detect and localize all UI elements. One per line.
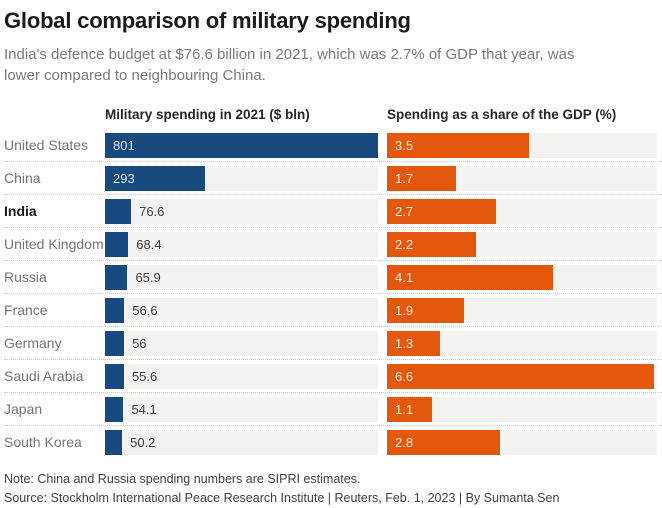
gdp-bar-track: 2.2 bbox=[387, 231, 657, 257]
gdp-bar: 1.3 bbox=[387, 330, 440, 356]
country-label: Germany bbox=[4, 335, 62, 352]
country-label: Russia bbox=[4, 269, 47, 286]
gdp-bar-track: 2.7 bbox=[387, 198, 657, 224]
page-title: Global comparison of military spending bbox=[4, 8, 411, 33]
spending-bar bbox=[105, 297, 125, 323]
spending-bar bbox=[105, 330, 125, 356]
column-headers: Military spending in 2021 ($ bln) Spendi… bbox=[4, 107, 662, 129]
country-label: France bbox=[4, 302, 48, 319]
table-row: United States 801 3.5 bbox=[4, 129, 662, 163]
column-header-gdp-share: Spending as a share of the GDP (%) bbox=[387, 107, 617, 123]
gdp-bar-track: 1.7 bbox=[387, 165, 657, 191]
country-label: United States bbox=[4, 137, 89, 154]
value-label: 801 bbox=[113, 137, 135, 153]
gdp-bar: 2.2 bbox=[387, 231, 477, 257]
country-label: United Kingdom bbox=[4, 236, 104, 253]
spending-bar bbox=[105, 429, 123, 455]
value-label: 2.7 bbox=[395, 203, 414, 219]
value-label: 76.6 bbox=[139, 203, 165, 219]
spending-bar bbox=[105, 231, 129, 257]
spending-bar-track: 293 bbox=[105, 165, 378, 191]
spending-bar bbox=[105, 396, 124, 422]
chart-source: Source: Stockholm International Peace Re… bbox=[4, 491, 560, 506]
table-row: Germany 56 1.3 bbox=[4, 327, 662, 361]
gdp-bar-track: 6.6 bbox=[387, 363, 657, 389]
table-row: Japan 54.1 1.1 bbox=[4, 393, 662, 427]
gdp-bar: 4.1 bbox=[387, 264, 553, 290]
country-label: South Korea bbox=[4, 434, 82, 451]
gdp-bar-track: 1.1 bbox=[387, 396, 657, 422]
table-row: Russia 65.9 4.1 bbox=[4, 261, 662, 295]
value-label: 65.9 bbox=[135, 269, 161, 285]
value-label: 56.6 bbox=[132, 302, 158, 318]
bar-chart-rows: United States 801 3.5 China 293 1.7 India 76.6 2… bbox=[4, 129, 662, 458]
spending-bar-track: 56.6 bbox=[105, 297, 378, 323]
value-label: 1.7 bbox=[395, 170, 414, 186]
chart-subtitle: India's defence budget at $76.6 billion … bbox=[4, 46, 575, 84]
gdp-bar-track: 4.1 bbox=[387, 264, 657, 290]
gdp-bar: 6.6 bbox=[387, 363, 655, 389]
value-label: 293 bbox=[113, 170, 135, 186]
value-label: 68.4 bbox=[136, 236, 162, 252]
table-row: United Kingdom 68.4 2.2 bbox=[4, 228, 662, 262]
table-row: India 76.6 2.7 bbox=[4, 195, 662, 229]
value-label: 6.6 bbox=[395, 368, 414, 384]
table-row: South Korea 50.2 2.8 bbox=[4, 426, 662, 458]
spending-bar-track: 50.2 bbox=[105, 429, 378, 455]
gdp-bar-track: 2.8 bbox=[387, 429, 657, 455]
spending-bar-track: 68.4 bbox=[105, 231, 378, 257]
spending-bar bbox=[105, 198, 132, 224]
country-label: China bbox=[4, 170, 41, 187]
chart-footer: Note: China and Russia spending numbers … bbox=[4, 470, 662, 508]
spending-bar: 293 bbox=[105, 165, 205, 191]
value-label: 1.3 bbox=[395, 335, 414, 351]
table-row: Saudi Arabia 55.6 6.6 bbox=[4, 360, 662, 394]
gdp-bar: 1.7 bbox=[387, 165, 456, 191]
value-label: 1.1 bbox=[395, 401, 414, 417]
country-label: Saudi Arabia bbox=[4, 368, 84, 385]
spending-bar-track: 56 bbox=[105, 330, 378, 356]
spending-bar-track: 55.6 bbox=[105, 363, 378, 389]
spending-bar: 801 bbox=[105, 132, 378, 158]
gdp-bar-track: 1.9 bbox=[387, 297, 657, 323]
gdp-bar-track: 3.5 bbox=[387, 132, 657, 158]
spending-bar-track: 801 bbox=[105, 132, 378, 158]
value-label: 3.5 bbox=[395, 137, 414, 153]
spending-bar bbox=[105, 363, 124, 389]
value-label: 50.2 bbox=[130, 434, 156, 450]
value-label: 55.6 bbox=[131, 368, 158, 384]
value-label: 1.9 bbox=[395, 302, 414, 318]
table-row: France 56.6 1.9 bbox=[4, 294, 662, 328]
country-label: India bbox=[4, 203, 37, 220]
gdp-bar: 2.8 bbox=[387, 429, 501, 455]
table-row: China 293 1.7 bbox=[4, 162, 662, 196]
value-label: 54.1 bbox=[131, 401, 157, 417]
gdp-bar: 1.9 bbox=[387, 297, 464, 323]
value-label: 56 bbox=[132, 335, 147, 351]
country-label: Japan bbox=[4, 401, 43, 418]
value-label: 2.2 bbox=[395, 236, 414, 252]
spending-bar-track: 54.1 bbox=[105, 396, 378, 422]
gdp-bar: 2.7 bbox=[387, 198, 497, 224]
spending-bar bbox=[105, 264, 128, 290]
gdp-bar: 1.1 bbox=[387, 396, 432, 422]
spending-bar-track: 65.9 bbox=[105, 264, 378, 290]
value-label: 2.8 bbox=[395, 434, 414, 450]
spending-bar-track: 76.6 bbox=[105, 198, 378, 224]
column-header-military-spending: Military spending in 2021 ($ bln) bbox=[105, 107, 310, 123]
chart-note: Note: China and Russia spending numbers … bbox=[4, 472, 361, 487]
gdp-bar-track: 1.3 bbox=[387, 330, 657, 356]
value-label: 4.1 bbox=[395, 269, 414, 285]
gdp-bar: 3.5 bbox=[387, 132, 529, 158]
